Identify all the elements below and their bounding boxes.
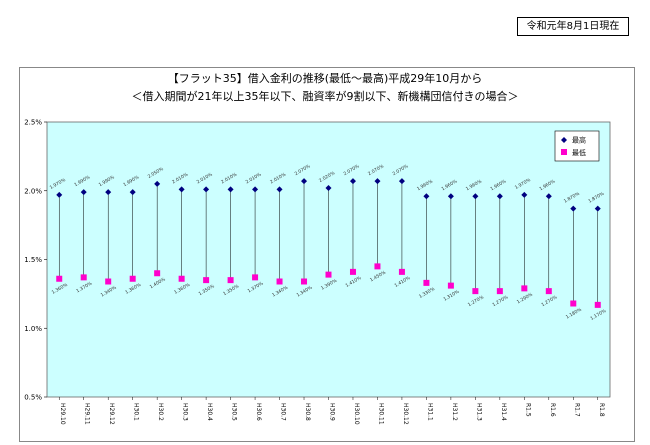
x-tick-label: H31.4 [500,403,507,421]
x-tick-label: H30.12 [402,403,409,425]
low-point [472,288,479,295]
low-point [496,288,503,295]
high-point [570,205,577,212]
high-point [398,178,405,185]
low-point [374,263,381,270]
low-point [56,275,63,282]
high-point [521,191,528,198]
x-tick-label: R1.6 [549,403,556,417]
low-point [227,277,234,284]
y-tick-label: 1.0% [24,325,42,333]
x-tick-label: H30.7 [280,403,287,421]
low-point [178,275,185,282]
low-point [398,268,405,275]
y-tick-label: 0.5% [24,394,42,402]
low-point [276,278,283,285]
legend-box [554,130,600,162]
high-point [349,178,356,185]
x-tick-label: R1.5 [524,403,531,417]
high-point [374,178,381,185]
low-point [203,277,210,284]
low-point [301,278,308,285]
high-point [447,193,454,200]
high-point [325,185,332,191]
x-tick-label: H30.1 [133,403,140,421]
low-point [105,278,112,285]
high-point [227,186,234,193]
legend-high-marker [561,137,567,143]
x-tick-label: H29.11 [84,403,91,425]
x-tick-label: H29.12 [108,403,115,425]
low-point [570,300,577,307]
chart-frame [19,67,635,442]
high-point [154,180,161,187]
x-tick-label: H30.10 [353,403,360,425]
high-point [203,186,210,193]
x-tick-label: R1.8 [598,403,605,417]
high-point [56,191,63,198]
high-point [129,189,136,196]
low-point [545,288,552,295]
x-tick-label: H31.2 [451,403,458,421]
high-point [80,189,87,196]
low-point [423,279,430,286]
high-point [423,193,430,200]
x-tick-label: H30.9 [329,403,336,421]
x-tick-label: H29.10 [59,403,66,425]
high-point [252,186,259,193]
high-point [276,186,283,193]
y-tick-label: 2.0% [24,187,42,195]
low-point [447,282,454,289]
low-point [521,285,528,292]
legend-high-label: 最高 [572,136,586,145]
x-tick-label: H31.3 [475,403,482,421]
legend-low-marker [561,149,567,155]
high-point [496,193,503,200]
low-point [349,268,356,275]
y-tick-label: 1.5% [24,256,42,264]
x-tick-label: H30.2 [157,403,164,421]
high-point [178,186,185,193]
low-point [325,271,332,278]
x-tick-label: H30.6 [255,403,262,421]
x-tick-label: R1.7 [573,403,580,417]
high-point [301,178,308,185]
x-tick-label: H30.5 [231,403,238,421]
high-point [472,193,479,200]
x-tick-label: H30.11 [377,403,384,425]
low-point [252,274,259,281]
legend-low-label: 最低 [572,148,586,157]
chart-title: 【フラット35】借入金利の推移(最低～最高)平成29年10月から [167,72,483,85]
y-tick-label: 2.5% [24,119,42,127]
high-point [545,193,552,200]
low-point [80,274,87,281]
chart-subtitle: ＜借入期間が21年以上35年以下、融資率が9割以下、新機構団信付きの場合＞ [131,90,519,103]
high-point [594,205,601,212]
x-tick-label: H30.8 [304,403,311,421]
low-point [594,301,601,308]
x-tick-label: H31.1 [426,403,433,421]
low-point [154,270,161,277]
high-point [105,189,112,196]
as-of-date-label: 令和元年8月1日現在 [517,17,629,36]
x-tick-label: H30.3 [182,403,189,421]
x-tick-label: H30.4 [206,403,213,421]
low-point [129,275,136,282]
